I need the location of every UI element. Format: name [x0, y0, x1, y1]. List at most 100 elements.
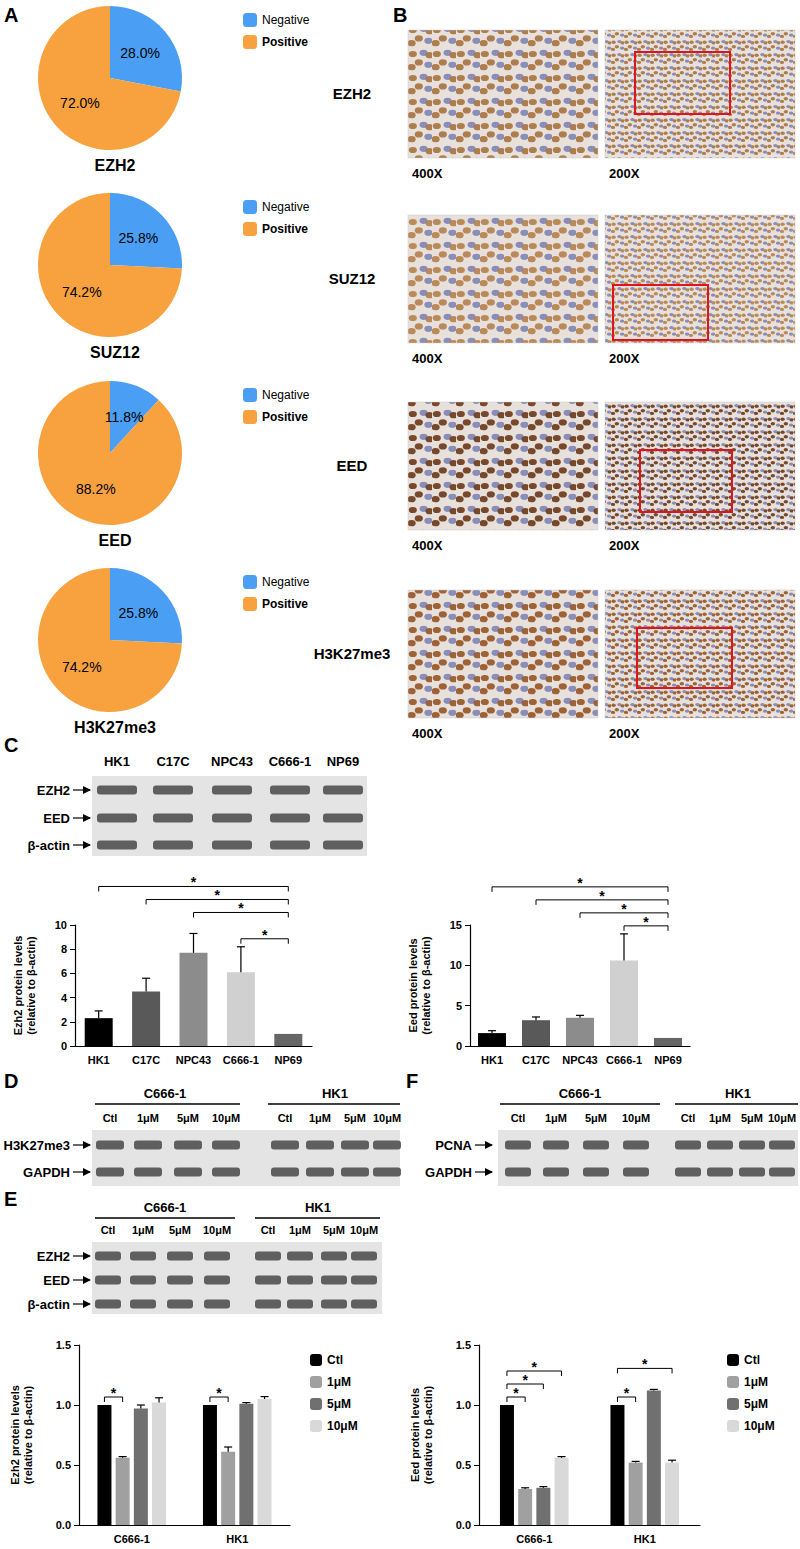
- svg-text:Ctl: Ctl: [278, 1112, 293, 1124]
- svg-text:8: 8: [61, 943, 67, 955]
- svg-text:1μM: 1μM: [327, 1375, 351, 1389]
- svg-text:C: C: [4, 734, 18, 756]
- svg-text:10μM: 10μM: [350, 1224, 378, 1236]
- svg-text:PCNA: PCNA: [435, 1138, 472, 1153]
- svg-text:C17C: C17C: [132, 1054, 160, 1066]
- svg-text:200X: 200X: [609, 166, 640, 181]
- svg-text:(relative to β-actin): (relative to β-actin): [25, 936, 37, 1035]
- svg-text:NP69: NP69: [275, 1054, 303, 1066]
- svg-text:H3K27me3: H3K27me3: [4, 1138, 71, 1153]
- svg-text:NP69: NP69: [327, 754, 360, 769]
- svg-text:HK1: HK1: [104, 754, 130, 769]
- svg-text:Negative: Negative: [262, 200, 310, 214]
- svg-text:200X: 200X: [609, 351, 640, 366]
- svg-text:88.2%: 88.2%: [76, 481, 116, 497]
- svg-text:400X: 400X: [412, 351, 443, 366]
- svg-text:6: 6: [61, 967, 67, 979]
- svg-text:SUZ12: SUZ12: [90, 344, 140, 361]
- svg-text:5μM: 5μM: [323, 1224, 345, 1236]
- svg-text:GAPDH: GAPDH: [23, 1165, 70, 1180]
- svg-text:C17C: C17C: [156, 754, 190, 769]
- svg-text:*: *: [577, 875, 583, 891]
- svg-text:72.0%: 72.0%: [60, 95, 100, 111]
- svg-text:C666-1: C666-1: [516, 1533, 552, 1545]
- svg-text:Ctl: Ctl: [327, 1353, 343, 1367]
- svg-text:5μM: 5μM: [585, 1112, 607, 1124]
- svg-text:Negative: Negative: [262, 575, 310, 589]
- svg-text:*: *: [214, 887, 220, 903]
- svg-text:Ctl: Ctl: [261, 1224, 276, 1236]
- svg-text:0.5: 0.5: [456, 1459, 471, 1471]
- svg-text:5μM: 5μM: [327, 1397, 351, 1411]
- svg-text:E: E: [4, 1188, 17, 1210]
- svg-text:C666-1: C666-1: [144, 1086, 187, 1101]
- svg-text:Ctl: Ctl: [101, 1224, 116, 1236]
- svg-text:EED: EED: [43, 1273, 70, 1288]
- svg-text:*: *: [238, 900, 244, 916]
- svg-text:HK1: HK1: [226, 1533, 248, 1545]
- svg-text:(relative to β-actin): (relative to β-actin): [22, 1385, 34, 1484]
- svg-text:NP69: NP69: [654, 1054, 682, 1066]
- svg-text:25.8%: 25.8%: [118, 605, 158, 621]
- svg-text:5μM: 5μM: [177, 1112, 199, 1124]
- svg-text:(relative to β-actin): (relative to β-actin): [422, 1385, 434, 1484]
- svg-text:NPC43: NPC43: [176, 1054, 211, 1066]
- svg-text:1.5: 1.5: [456, 1339, 471, 1351]
- svg-text:5: 5: [456, 1000, 462, 1012]
- svg-text:*: *: [532, 1359, 538, 1375]
- svg-text:Positive: Positive: [262, 410, 308, 424]
- svg-text:*: *: [643, 914, 649, 930]
- svg-text:β-actin: β-actin: [27, 838, 70, 853]
- svg-text:1.0: 1.0: [456, 1399, 471, 1411]
- svg-text:200X: 200X: [609, 538, 640, 553]
- svg-text:*: *: [642, 1356, 648, 1372]
- svg-text:Negative: Negative: [262, 388, 310, 402]
- svg-text:HK1: HK1: [634, 1533, 656, 1545]
- svg-text:HK1: HK1: [88, 1054, 110, 1066]
- svg-text:HK1: HK1: [305, 1200, 331, 1215]
- svg-text:*: *: [522, 1372, 528, 1388]
- svg-text:10: 10: [55, 919, 67, 931]
- svg-text:EZH2: EZH2: [333, 85, 371, 102]
- svg-text:1μM: 1μM: [709, 1112, 731, 1124]
- svg-text:C666-1: C666-1: [114, 1533, 150, 1545]
- svg-text:*: *: [262, 927, 268, 943]
- svg-text:400X: 400X: [412, 166, 443, 181]
- svg-text:1.0: 1.0: [56, 1399, 71, 1411]
- svg-text:*: *: [111, 1385, 117, 1401]
- svg-text:SUZ12: SUZ12: [329, 270, 376, 287]
- svg-text:Ezh2 protein levels: Ezh2 protein levels: [12, 936, 24, 1036]
- svg-text:10μM: 10μM: [327, 1419, 358, 1433]
- svg-text:Ctl: Ctl: [744, 1353, 760, 1367]
- svg-text:*: *: [191, 874, 197, 890]
- svg-text:Negative: Negative: [262, 13, 310, 27]
- svg-text:C666-1: C666-1: [606, 1054, 642, 1066]
- svg-text:11.8%: 11.8%: [105, 409, 144, 425]
- svg-text:C17C: C17C: [522, 1054, 550, 1066]
- svg-text:β-actin: β-actin: [27, 1297, 70, 1312]
- svg-text:5μM: 5μM: [741, 1112, 763, 1124]
- svg-text:0: 0: [456, 1040, 462, 1052]
- svg-text:1μM: 1μM: [545, 1112, 567, 1124]
- svg-text:HK1: HK1: [322, 1086, 348, 1101]
- svg-text:400X: 400X: [412, 726, 443, 741]
- svg-text:Ctl: Ctl: [681, 1112, 696, 1124]
- svg-text:Positive: Positive: [262, 35, 308, 49]
- svg-text:0.0: 0.0: [456, 1519, 471, 1531]
- svg-text:*: *: [513, 1385, 519, 1401]
- svg-text:(relative to β-actin): (relative to β-actin): [420, 936, 432, 1035]
- svg-text:HK1: HK1: [725, 1086, 751, 1101]
- svg-text:Positive: Positive: [262, 597, 308, 611]
- svg-text:*: *: [624, 1385, 630, 1401]
- svg-text:F: F: [406, 1070, 418, 1092]
- svg-text:EZH2: EZH2: [37, 783, 70, 798]
- svg-text:1μM: 1μM: [137, 1112, 159, 1124]
- svg-text:74.2%: 74.2%: [62, 284, 102, 300]
- svg-text:400X: 400X: [412, 538, 443, 553]
- svg-text:5μM: 5μM: [744, 1397, 768, 1411]
- svg-text:EED: EED: [43, 811, 70, 826]
- svg-text:25.8%: 25.8%: [118, 230, 158, 246]
- svg-text:0: 0: [61, 1040, 67, 1052]
- svg-text:HK1: HK1: [481, 1054, 503, 1066]
- svg-text:10μM: 10μM: [212, 1112, 240, 1124]
